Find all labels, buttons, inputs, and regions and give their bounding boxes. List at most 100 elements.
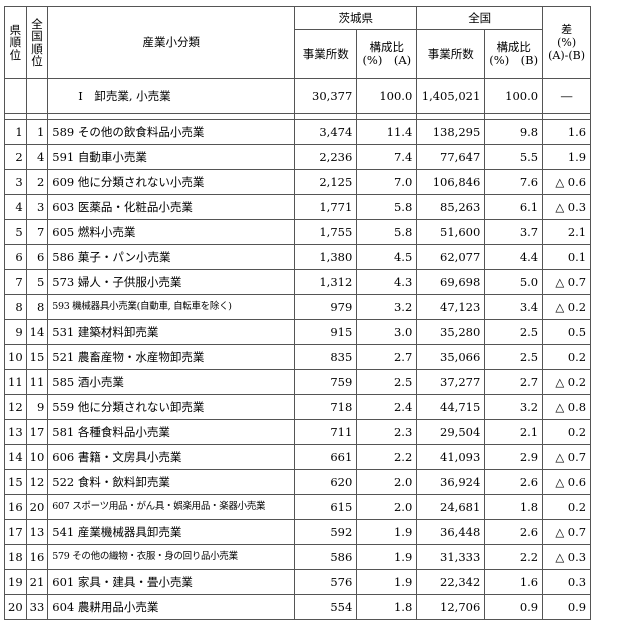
national-ratio-cell: 3.7 [484,219,544,245]
national-rank-cell: 21 [25,569,49,595]
national-count-cell: 106,846 [416,169,486,195]
pref-rank-cell: 3 [4,169,27,195]
header-national: 全国 [416,6,544,30]
national-rank-cell: 5 [25,269,49,295]
pref-rank-cell: 11 [4,369,27,395]
pref-rank-cell: 5 [4,219,27,245]
table-row: 7 5 573 婦人・子供服小売業 1,312 4.3 69,698 5.0 △ 0.7 [4,269,592,295]
pref-rank-cell: 12 [4,394,27,420]
spacer-row [4,113,592,120]
national-rank-cell: 10 [25,444,49,470]
header-national-ratio: 構成比 (%) (B) [484,29,544,79]
national-count-cell: 51,600 [416,219,486,245]
diff-cell: △ 0.6 [542,469,592,495]
category-name-cell: 605 燃料小売業 [47,219,296,245]
total-row: Ⅰ 卸売業, 小売業 30,377 100.0 1,405,021 100.0 … [4,78,592,114]
category-name-cell: 573 婦人・子供服小売業 [47,269,296,295]
ibaraki-ratio-cell: 1.8 [356,594,418,620]
data-rows: 1 1 589 その他の飲食料品小売業 3,474 11.4 138,295 9.8 1.6 2… [4,119,592,620]
diff-cell: △ 0.3 [542,194,592,220]
national-count-cell: 31,333 [416,544,486,570]
header-ibaraki-ratio: 構成比 (%) (A) [356,29,418,79]
national-rank-cell: 8 [25,294,49,320]
table-row: 5 7 605 燃料小売業 1,755 5.8 51,600 3.7 2.1 [4,219,592,245]
category-name-cell: 589 その他の飲食料品小売業 [47,119,296,145]
national-ratio-cell: 9.8 [484,119,544,145]
header-pref-rank-text: 県 順 位 [9,23,22,62]
national-rank-cell: 17 [25,419,49,445]
table-row: 13 17 581 各種食料品小売業 711 2.3 29,504 2.1 0.2 [4,419,592,445]
national-rank-cell: 9 [25,394,49,420]
ibaraki-ratio-cell: 7.0 [356,169,418,195]
national-rank-cell: 7 [25,219,49,245]
category-name-cell: 522 食料・飲料卸売業 [47,469,296,495]
national-count-cell: 37,277 [416,369,486,395]
ibaraki-ratio-cell: 3.2 [356,294,418,320]
table-row: 10 15 521 農畜産物・水産物卸売業 835 2.7 35,066 2.5 0.2 [4,344,592,370]
header-ibaraki-establishments: 事業所数 [294,29,358,79]
ibaraki-count-cell: 1,755 [294,219,358,245]
ibaraki-count-cell: 576 [294,569,358,595]
national-ratio-cell: 2.2 [484,544,544,570]
national-rank-cell: 12 [25,469,49,495]
table-row: 12 9 559 他に分類されない卸売業 718 2.4 44,715 3.2 △ 0.8 [4,394,592,420]
pref-rank-cell: 1 [4,119,27,145]
national-count-cell: 47,123 [416,294,486,320]
diff-cell: △ 0.7 [542,269,592,295]
category-name-cell: 593 機械器具小売業(自動車, 自転車を除く) [47,294,296,320]
ibaraki-ratio-cell: 1.9 [356,569,418,595]
diff-cell: 0.2 [542,494,592,520]
national-ratio-cell: 5.0 [484,269,544,295]
category-name-cell: 585 酒小売業 [47,369,296,395]
ibaraki-count-cell: 835 [294,344,358,370]
header-national-rank-text: 全 国 順 位 [31,17,43,68]
spacer-cell [542,113,592,120]
diff-cell: 0.9 [542,594,592,620]
category-name-cell: 559 他に分類されない卸売業 [47,394,296,420]
national-ratio-cell: 3.4 [484,294,544,320]
national-ratio-cell: 2.1 [484,419,544,445]
ibaraki-count-cell: 554 [294,594,358,620]
category-name-cell: 604 農耕用品小売業 [47,594,296,620]
header-national-rank: 全 国 順 位 [25,6,49,79]
total-ibaraki-ratio: 100.0 [356,78,418,114]
ibaraki-ratio-cell: 2.4 [356,394,418,420]
national-rank-cell: 15 [25,344,49,370]
table-row: 9 14 531 建築材料卸売業 915 3.0 35,280 2.5 0.5 [4,319,592,345]
national-rank-cell: 13 [25,519,49,545]
national-ratio-cell: 7.6 [484,169,544,195]
table-row: 15 12 522 食料・飲料卸売業 620 2.0 36,924 2.6 △ 0.6 [4,469,592,495]
header-diff: 差 (%) (A)-(B) [542,6,592,79]
national-count-cell: 22,342 [416,569,486,595]
ibaraki-ratio-cell: 2.0 [356,469,418,495]
category-name-cell: 609 他に分類されない小売業 [47,169,296,195]
ibaraki-count-cell: 1,312 [294,269,358,295]
ibaraki-count-cell: 1,380 [294,244,358,270]
pref-rank-cell: 16 [4,494,27,520]
diff-cell: 0.3 [542,569,592,595]
table-row: 2 4 591 自動車小売業 2,236 7.4 77,647 5.5 1.9 [4,144,592,170]
pref-rank-cell: 18 [4,544,27,570]
ibaraki-ratio-cell: 1.9 [356,519,418,545]
category-name-cell: 531 建築材料卸売業 [47,319,296,345]
total-name: Ⅰ 卸売業, 小売業 [47,78,296,114]
national-count-cell: 85,263 [416,194,486,220]
ibaraki-ratio-cell: 4.3 [356,269,418,295]
diff-cell: 0.2 [542,344,592,370]
national-ratio-cell: 1.8 [484,494,544,520]
table-row: 3 2 609 他に分類されない小売業 2,125 7.0 106,846 7.6 △ 0.6 [4,169,592,195]
pref-rank-cell: 17 [4,519,27,545]
diff-cell: △ 0.3 [542,544,592,570]
national-count-cell: 24,681 [416,494,486,520]
ibaraki-ratio-cell: 1.9 [356,544,418,570]
diff-cell: △ 0.2 [542,369,592,395]
national-rank-cell: 4 [25,144,49,170]
ibaraki-count-cell: 711 [294,419,358,445]
national-ratio-cell: 2.7 [484,369,544,395]
header-national-ratio-text: 構成比 (%) (B) [489,40,539,67]
table-row: 11 11 585 酒小売業 759 2.5 37,277 2.7 △ 0.2 [4,369,592,395]
ibaraki-ratio-cell: 4.5 [356,244,418,270]
national-ratio-cell: 2.5 [484,319,544,345]
ibaraki-count-cell: 586 [294,544,358,570]
diff-cell: △ 0.8 [542,394,592,420]
